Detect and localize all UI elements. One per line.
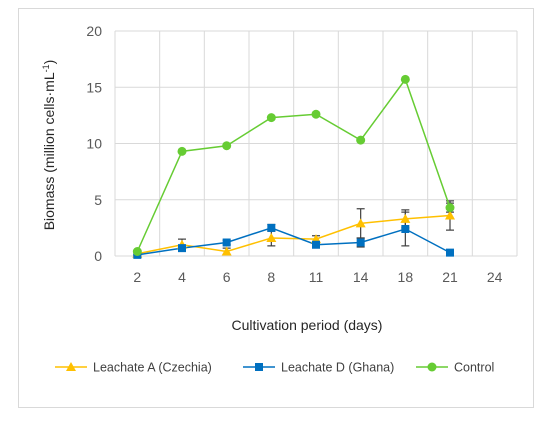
data-point-control <box>266 113 276 123</box>
data-point-control <box>356 135 366 145</box>
x-tick-label: 6 <box>223 269 231 285</box>
data-point-leachate-d-ghana <box>446 248 454 257</box>
x-tick-label: 18 <box>398 269 414 285</box>
data-point-control <box>445 203 455 213</box>
data-point-control <box>132 247 142 256</box>
data-point-leachate-d-ghana <box>401 225 410 233</box>
data-point-control <box>222 141 232 151</box>
gridlines <box>114 30 518 257</box>
y-tick-label: 5 <box>94 192 102 208</box>
data-point-control <box>177 146 187 156</box>
x-tick-labels: 2 4 6 8 11 14 18 21 24 <box>133 269 502 285</box>
legend-marker <box>427 362 437 372</box>
series-line-leachate-d-ghana <box>137 227 451 256</box>
legend-label: Leachate D (Ghana) <box>281 361 394 375</box>
data-point-leachate-a-czechia <box>355 218 366 228</box>
x-tick-label: 4 <box>178 269 186 285</box>
x-tick-label: 21 <box>442 269 458 285</box>
data-point-leachate-d-ghana <box>267 223 276 232</box>
series-markers <box>132 74 455 259</box>
legend-marker <box>66 362 76 371</box>
x-axis-title: Cultivation period (days) <box>232 317 383 333</box>
series-lines <box>136 77 451 256</box>
data-point-leachate-d-ghana <box>178 244 186 253</box>
x-tick-label: 14 <box>353 269 369 285</box>
y-tick-label: 15 <box>86 79 102 95</box>
data-point-leachate-a-czechia <box>266 233 277 242</box>
legend-entry-leachate-d-ghana: Leachate D (Ghana) <box>243 361 394 375</box>
legend-marker <box>255 363 263 371</box>
y-tick-label: 20 <box>86 23 102 39</box>
data-point-control <box>400 74 410 84</box>
x-tick-label: 24 <box>487 269 503 285</box>
legend: Leachate A (Czechia) Leachate D (Ghana) Co… <box>55 361 494 375</box>
data-point-control <box>311 109 321 119</box>
data-point-leachate-d-ghana <box>312 240 320 249</box>
data-point-leachate-d-ghana <box>222 238 231 247</box>
y-tick-labels: 0 5 10 15 20 <box>86 23 102 264</box>
legend-label: Leachate A (Czechia) <box>93 361 212 375</box>
data-point-leachate-a-czechia <box>445 210 455 220</box>
series-line-leachate-a-czechia <box>137 214 451 255</box>
y-axis-title: Biomass (million cells·mL-1) <box>41 60 57 231</box>
chart-frame <box>18 8 534 408</box>
x-tick-label: 2 <box>133 269 141 285</box>
y-tick-label: 10 <box>86 136 102 152</box>
x-tick-label: 11 <box>309 269 324 285</box>
series-line-control <box>136 77 451 252</box>
x-tick-label: 8 <box>267 269 275 285</box>
legend-entry-control: Control <box>416 361 494 375</box>
data-point-leachate-a-czechia <box>221 246 232 256</box>
y-tick-label: 0 <box>94 248 102 264</box>
data-point-leachate-a-czechia <box>400 213 411 223</box>
data-point-leachate-d-ghana <box>356 238 365 247</box>
legend-entry-leachate-a-czechia: Leachate A (Czechia) <box>55 361 212 375</box>
legend-label: Control <box>454 361 494 375</box>
